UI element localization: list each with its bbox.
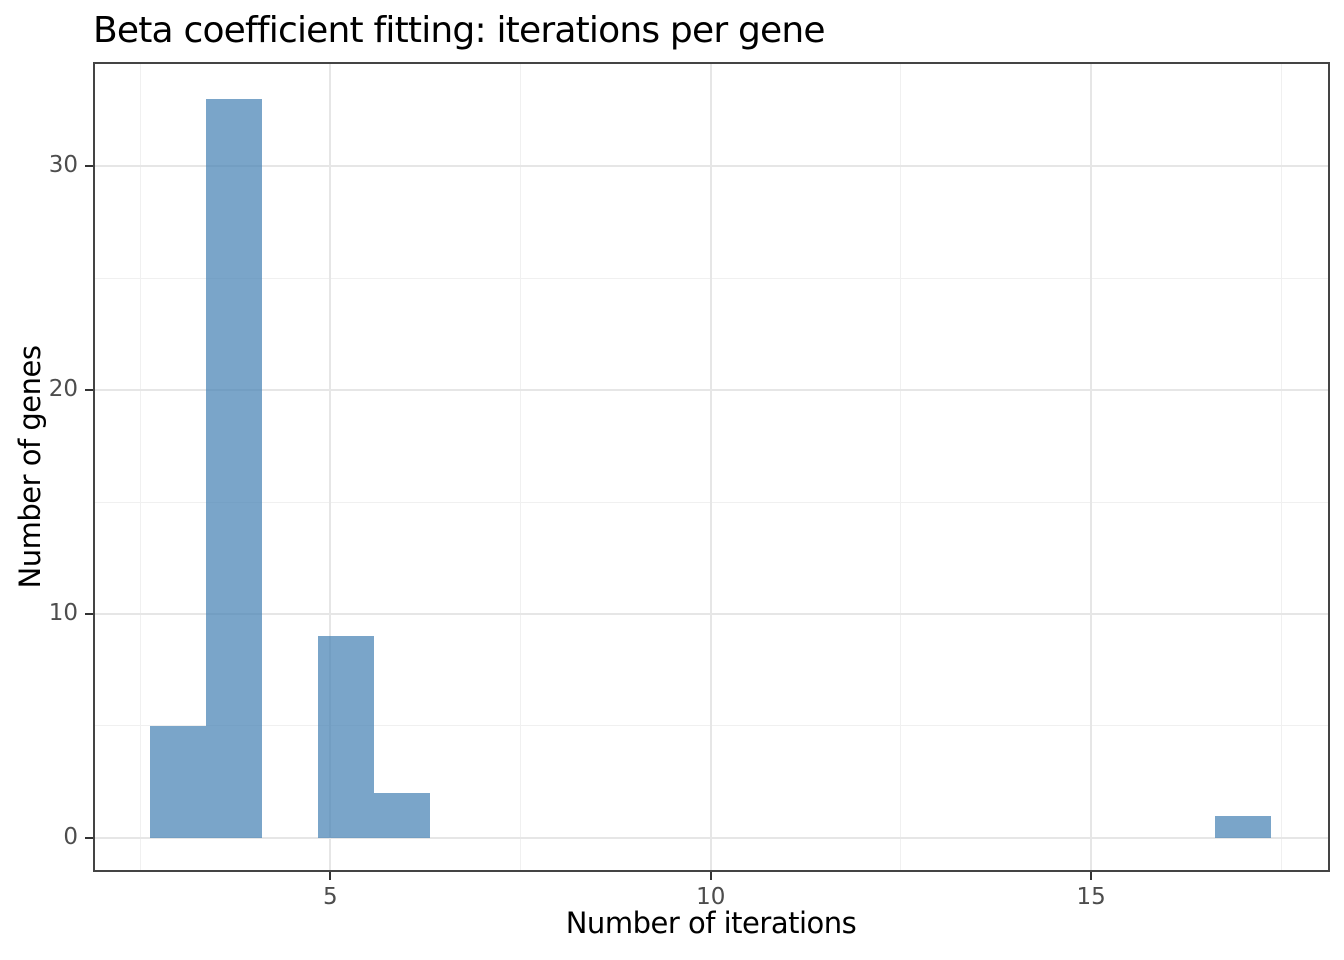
chart-title: Beta coefficient fitting: iterations per…: [93, 10, 826, 51]
y-tick-mark: [85, 389, 93, 392]
histogram-bar: [150, 725, 207, 838]
y-tick-label: 30: [48, 152, 78, 179]
histogram-bar: [206, 98, 263, 838]
x-tick-mark: [329, 872, 332, 880]
histogram-bar: [1215, 815, 1272, 838]
y-tick-label: 0: [63, 823, 78, 850]
x-axis-title: Number of iterations: [565, 906, 857, 940]
x-tick-label: 15: [1076, 884, 1106, 910]
x-major-gridline: [709, 62, 712, 872]
x-minor-gridline: [520, 62, 522, 872]
x-minor-gridline: [1280, 62, 1282, 872]
histogram-bar: [374, 793, 431, 838]
x-major-gridline: [329, 62, 332, 872]
plot-panel: [93, 62, 1330, 872]
histogram-bar: [318, 636, 375, 838]
x-major-gridline: [1090, 62, 1093, 872]
x-minor-gridline: [900, 62, 902, 872]
y-tick-mark: [85, 165, 93, 168]
y-tick-mark: [85, 836, 93, 839]
x-tick-label: 5: [323, 884, 338, 910]
x-tick-mark: [709, 872, 712, 880]
y-tick-mark: [85, 613, 93, 616]
y-tick-label: 10: [48, 600, 78, 627]
x-tick-mark: [1090, 872, 1093, 880]
x-minor-gridline: [139, 62, 141, 872]
y-tick-label: 20: [48, 376, 78, 403]
x-tick-label: 10: [696, 884, 726, 910]
